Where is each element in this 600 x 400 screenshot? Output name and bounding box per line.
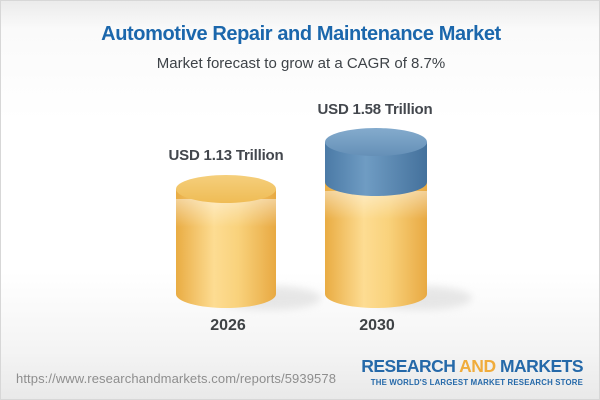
value-label-2026: USD 1.13 Trillion [168, 147, 284, 164]
year-label-2026: 2026 [210, 317, 246, 334]
report-url: https://www.researchandmarkets.com/repor… [16, 371, 337, 386]
value-label-2030: USD 1.58 Trillion [317, 101, 433, 118]
cylinder-2026 [176, 175, 276, 308]
research-and-markets-logo: RESEARCH AND MARKETS THE WORLD'S LARGEST… [361, 356, 584, 387]
logo-word-markets: MARKETS [499, 356, 584, 376]
logo-wordmark: RESEARCH AND MARKETS [361, 356, 584, 376]
logo-word-and: AND [459, 356, 496, 376]
chart-title: Automotive Repair and Maintenance Market [101, 23, 501, 45]
logo-tagline: THE WORLD'S LARGEST MARKET RESEARCH STOR… [370, 377, 583, 387]
chart-subtitle: Market forecast to grow at a CAGR of 8.7… [156, 55, 446, 72]
logo-word-research: RESEARCH [361, 356, 456, 376]
year-label-2030: 2030 [359, 317, 395, 334]
cylinder-2030 [325, 128, 427, 308]
